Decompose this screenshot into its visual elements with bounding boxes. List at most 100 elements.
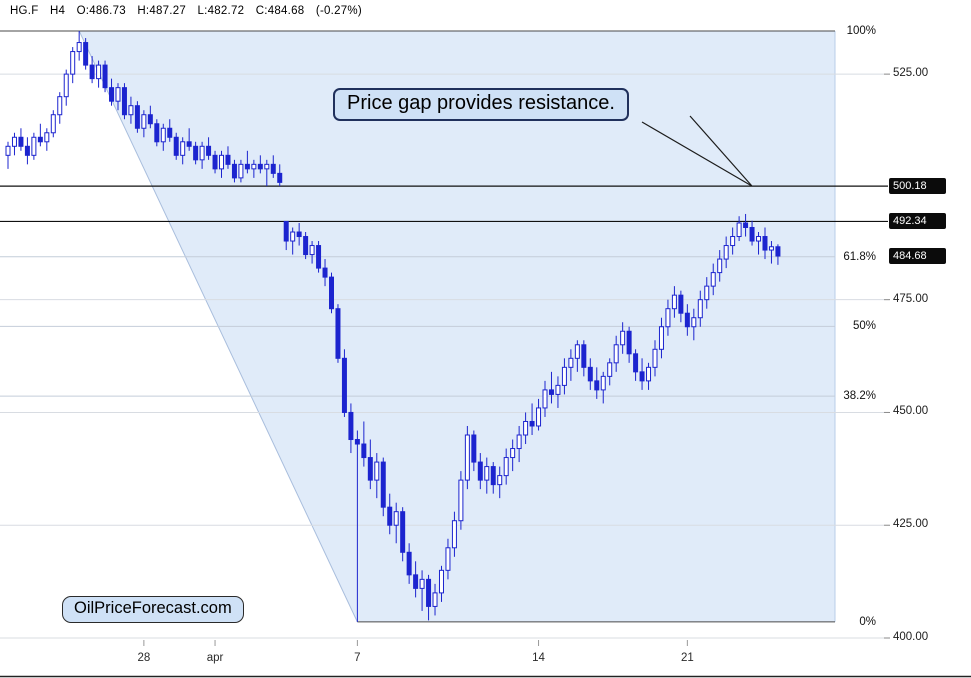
candle-up [432, 592, 438, 607]
close-value: C:484.68 [255, 5, 305, 17]
candle-down [18, 136, 24, 147]
candle-down [296, 231, 302, 238]
candle-down [354, 439, 360, 445]
candle-down [749, 226, 755, 242]
candle-down [633, 353, 639, 373]
candle-down [684, 312, 690, 328]
fib-level-label: 38.2% [843, 390, 876, 403]
candle-down [678, 294, 684, 314]
candle-down [367, 457, 373, 481]
change-percent: (-0.27%) [315, 5, 362, 17]
callout-pointer-line [641, 121, 753, 187]
candle-up [665, 308, 671, 328]
candle-up [497, 475, 503, 486]
candle-up [76, 42, 82, 53]
candle-up [542, 389, 548, 409]
candle-down [329, 276, 334, 310]
date-axis-label: 21 [680, 652, 694, 664]
candle-up [658, 326, 664, 350]
candle-down [167, 127, 173, 138]
callout-pointer-line [689, 115, 753, 187]
candle-down [277, 172, 283, 183]
candle-up [264, 163, 270, 170]
candle-up [503, 457, 509, 477]
candle-up [523, 420, 529, 436]
price-badge: 484.68 [889, 248, 946, 264]
candle-down [121, 87, 127, 116]
candle-down [335, 308, 341, 359]
candle-up [180, 141, 186, 156]
candle-down [639, 371, 645, 382]
ohlc-header: HG.F H4 O:486.73 H:487.27 L:482.72 C:484… [10, 5, 370, 17]
candle-up [717, 258, 723, 274]
candle-up [141, 114, 147, 129]
candle-down [109, 87, 115, 102]
candle-up [393, 511, 399, 526]
fib-level-label: 100% [846, 24, 876, 37]
price-axis-label: 450.00 [893, 405, 929, 418]
fib-level-label: 61.8% [843, 250, 876, 263]
candle-down [594, 380, 600, 391]
candle-down [186, 141, 192, 147]
date-axis-label: 14 [532, 652, 545, 664]
price-axis-label: 475.00 [893, 292, 929, 305]
candle-up [458, 479, 464, 522]
candle-down [225, 154, 231, 165]
candle-up [568, 357, 574, 368]
price-axis-label: 525.00 [893, 67, 929, 80]
candle-down [303, 236, 309, 256]
candle-up [555, 384, 561, 395]
candle-down [283, 220, 289, 242]
candle-down [477, 461, 483, 481]
candle-up [160, 127, 166, 143]
candle-down [361, 443, 367, 459]
candle-up [723, 245, 729, 260]
candle-up [5, 145, 11, 156]
candle-down [89, 64, 95, 80]
candle-down [154, 123, 160, 143]
candle-down [387, 506, 393, 526]
candle-down [83, 42, 89, 66]
candle-down [24, 145, 30, 156]
candle-up [57, 96, 63, 116]
annotation-note[interactable]: Price gap provides resistance. [333, 88, 629, 121]
candle-down [193, 145, 199, 161]
candle-up [613, 344, 619, 364]
candle-up [199, 145, 205, 161]
candle-up [451, 520, 457, 549]
candle-up [652, 348, 658, 368]
candle-down [270, 163, 276, 174]
candle-down [743, 222, 749, 228]
date-axis-label: 28 [137, 652, 151, 664]
candle-up [561, 366, 567, 386]
candle-down [529, 420, 535, 427]
candle-down [413, 574, 419, 589]
candle-up [697, 299, 703, 319]
timeframe-label: H4 [49, 5, 66, 17]
candle-down [102, 64, 108, 89]
candle-down [257, 163, 263, 170]
candle-up [419, 578, 425, 589]
candle-down [775, 246, 781, 257]
candle-down [587, 366, 593, 382]
candle-up [309, 245, 315, 256]
candle-up [11, 136, 17, 147]
price-axis-label: 425.00 [893, 518, 929, 531]
candle-down [400, 511, 406, 553]
candle-down [212, 154, 218, 170]
candle-up [251, 163, 257, 170]
candle-up [438, 569, 444, 594]
watermark: OilPriceForecast.com [62, 596, 244, 623]
candle-up [128, 105, 134, 116]
candle-up [510, 448, 516, 459]
candle-down [490, 466, 496, 486]
date-axis-label: 7 [354, 652, 361, 664]
candle-up [238, 163, 244, 179]
candle-up [710, 272, 716, 287]
candle-up [516, 434, 522, 450]
price-badge: 500.18 [889, 178, 946, 195]
candle-up [115, 87, 121, 102]
candle-up [607, 362, 613, 377]
